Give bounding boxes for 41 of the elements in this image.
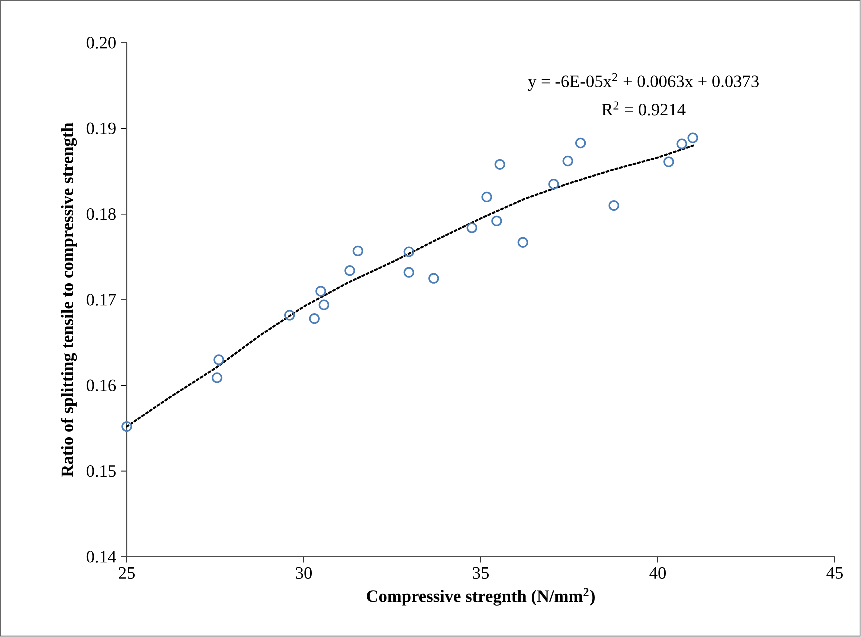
line-series bbox=[126, 144, 694, 428]
point bbox=[316, 286, 326, 297]
annotation: R$^{2}$ = 0.9214 bbox=[602, 102, 686, 116]
point bbox=[492, 216, 502, 227]
point bbox=[122, 421, 132, 432]
point bbox=[212, 372, 223, 384]
y-tick-label: 0.16 bbox=[86, 380, 116, 392]
point bbox=[404, 246, 414, 258]
point bbox=[548, 179, 560, 190]
point bbox=[309, 314, 320, 324]
annotation: y = -6E-05x$^{2}$ + 0.0063x + 0.0373 bbox=[528, 73, 759, 92]
y-tick-label: 0.14 bbox=[86, 551, 116, 563]
point bbox=[482, 192, 492, 203]
y-tick-label: 0.18 bbox=[86, 208, 116, 220]
point bbox=[318, 300, 330, 310]
point bbox=[352, 246, 364, 257]
x-tick-label: 45 bbox=[826, 567, 843, 579]
x-tick-label: 25 bbox=[119, 567, 135, 580]
y-tick-label: 0.19 bbox=[86, 122, 116, 135]
point bbox=[428, 273, 440, 284]
point bbox=[404, 267, 414, 278]
y-axis-title: Ratio of splitting tensile to compressive strength bbox=[61, 122, 78, 478]
x-tick-label: 30 bbox=[296, 567, 312, 580]
y-tick-label: 0.17 bbox=[86, 294, 116, 306]
point bbox=[608, 200, 620, 212]
point bbox=[518, 237, 528, 248]
point bbox=[575, 138, 586, 149]
point bbox=[664, 156, 674, 168]
x-axis-title: Compressive stregnth (N/mm$^{2}$) bbox=[367, 588, 595, 606]
y-tick-label: 0.20 bbox=[86, 37, 116, 49]
point bbox=[688, 132, 698, 144]
point bbox=[214, 354, 224, 366]
x-tick-label: 35 bbox=[473, 567, 489, 580]
point bbox=[562, 156, 574, 167]
y-tick-label: 0.15 bbox=[86, 465, 116, 478]
point bbox=[466, 222, 478, 234]
point bbox=[494, 159, 506, 170]
point bbox=[284, 310, 296, 321]
point bbox=[344, 266, 356, 276]
point bbox=[676, 138, 688, 150]
x-tick-label: 40 bbox=[650, 567, 666, 580]
